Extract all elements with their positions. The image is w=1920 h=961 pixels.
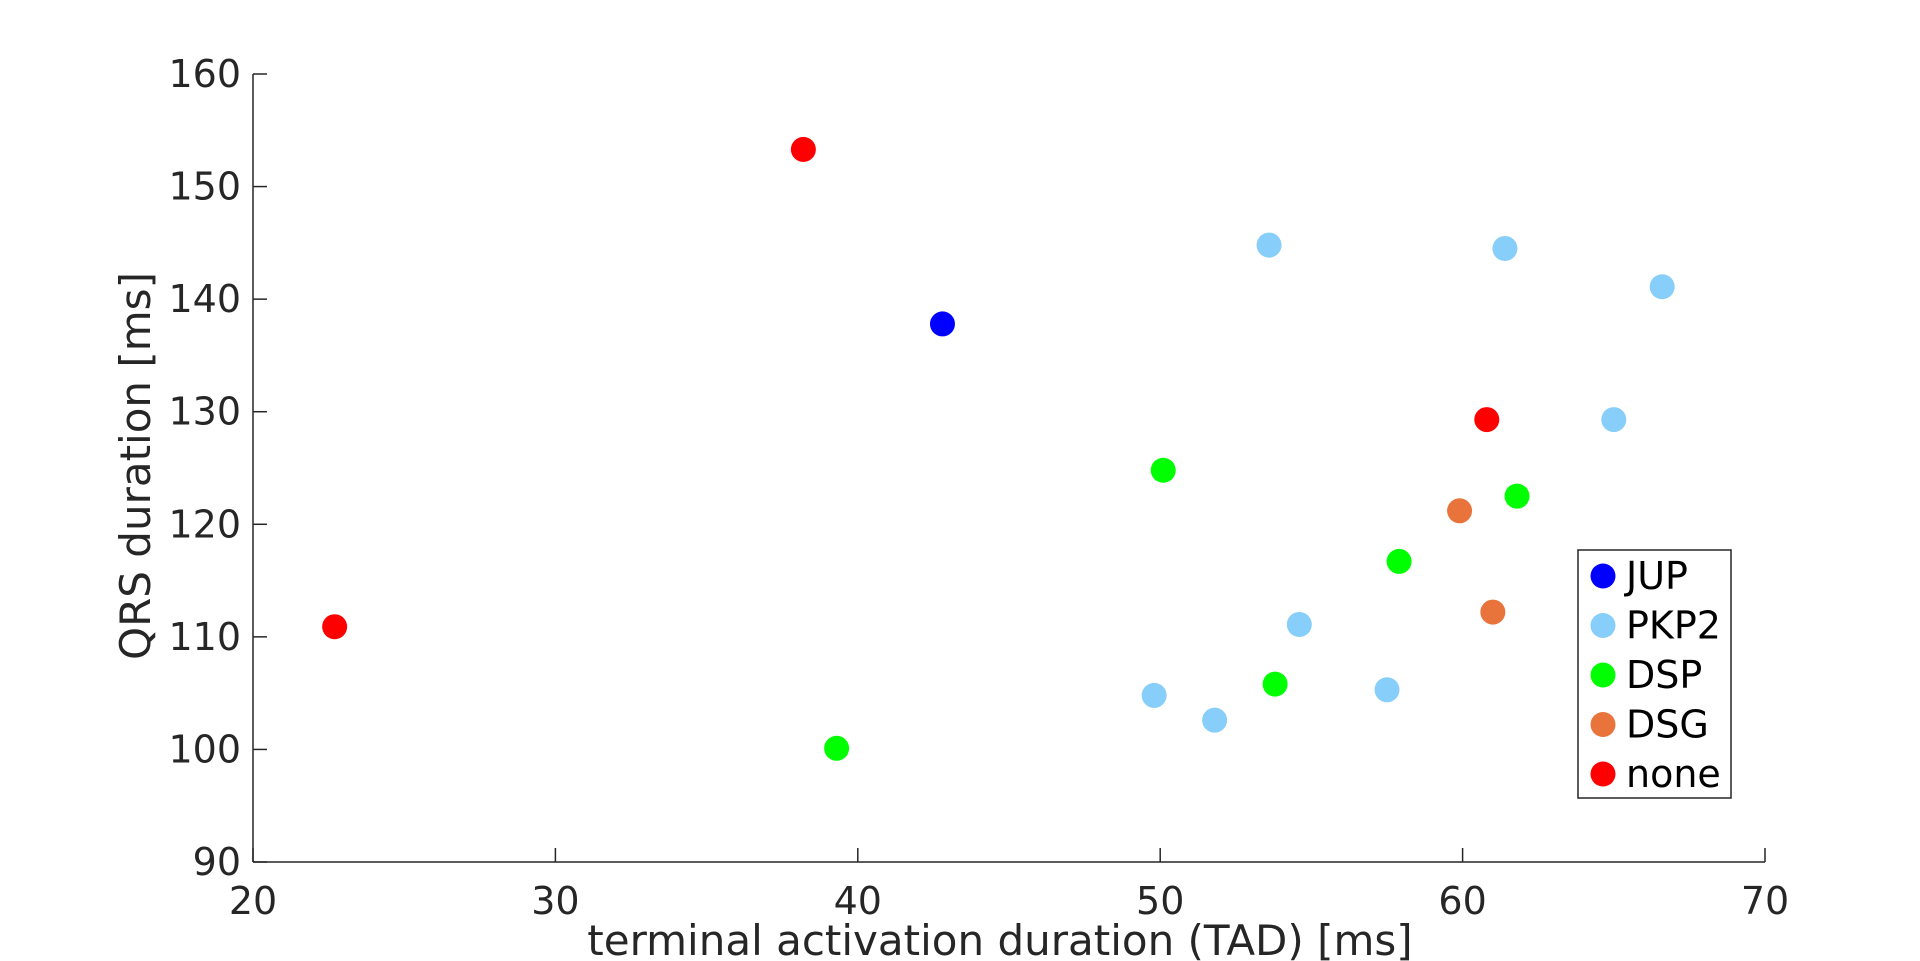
legend-marker-dsg — [1590, 712, 1616, 737]
legend-marker-jup — [1590, 563, 1616, 589]
data-points — [322, 136, 1675, 761]
data-point-pkp2 — [1141, 682, 1167, 708]
data-point-pkp2 — [1601, 407, 1627, 433]
data-point-dsp — [824, 735, 850, 761]
legend-marker-pkp2 — [1590, 613, 1616, 638]
data-point-dsp — [1386, 548, 1412, 574]
x-tick-label: 50 — [1136, 879, 1184, 923]
data-point-jup — [929, 311, 955, 337]
data-point-pkp2 — [1649, 274, 1675, 300]
legend-label-none: none — [1626, 752, 1721, 796]
y-tick-label: 110 — [168, 615, 241, 659]
x-tick-label: 70 — [1741, 879, 1789, 923]
data-point-dsg — [1447, 498, 1473, 524]
y-tick-label: 160 — [168, 52, 241, 96]
data-point-pkp2 — [1256, 232, 1282, 258]
data-point-pkp2 — [1202, 707, 1228, 733]
legend-label-dsp: DSP — [1626, 653, 1702, 697]
legend-label-dsg: DSG — [1626, 703, 1709, 747]
data-point-pkp2 — [1286, 611, 1312, 637]
data-point-dsp — [1262, 671, 1288, 697]
data-point-dsp — [1504, 483, 1530, 509]
x-tick-label: 60 — [1438, 879, 1486, 923]
legend-label-jup: JUP — [1624, 554, 1688, 598]
data-point-dsg — [1480, 599, 1506, 625]
data-point-none — [790, 136, 816, 162]
legend: JUP PKP2 DSP DSG none — [1577, 549, 1732, 799]
x-axis-label: terminal activation duration (TAD) [ms] — [587, 916, 1412, 961]
x-tick-label: 30 — [531, 879, 579, 923]
legend-label-pkp2: PKP2 — [1626, 604, 1721, 648]
data-point-none — [1474, 407, 1500, 433]
y-tick-label: 150 — [168, 165, 241, 209]
x-tick-label: 20 — [229, 879, 277, 923]
x-tick-label: 40 — [834, 879, 882, 923]
y-tick-label: 130 — [168, 390, 241, 434]
axes — [252, 73, 1766, 863]
y-tick-label: 120 — [168, 502, 241, 546]
data-point-dsp — [1150, 457, 1176, 483]
legend-marker-none — [1590, 761, 1616, 787]
y-axis-label: QRS duration [ms] — [111, 272, 160, 660]
y-tick-label: 100 — [168, 727, 241, 771]
data-point-none — [322, 614, 348, 640]
tick-labels: 20 30 40 50 60 70 90 100 110 120 130 140 150 160 — [168, 52, 1789, 923]
legend-marker-dsp — [1590, 662, 1616, 688]
y-tick-label: 90 — [193, 840, 241, 884]
data-point-pkp2 — [1374, 677, 1400, 703]
y-tick-label: 140 — [168, 277, 241, 321]
data-point-pkp2 — [1492, 235, 1518, 261]
